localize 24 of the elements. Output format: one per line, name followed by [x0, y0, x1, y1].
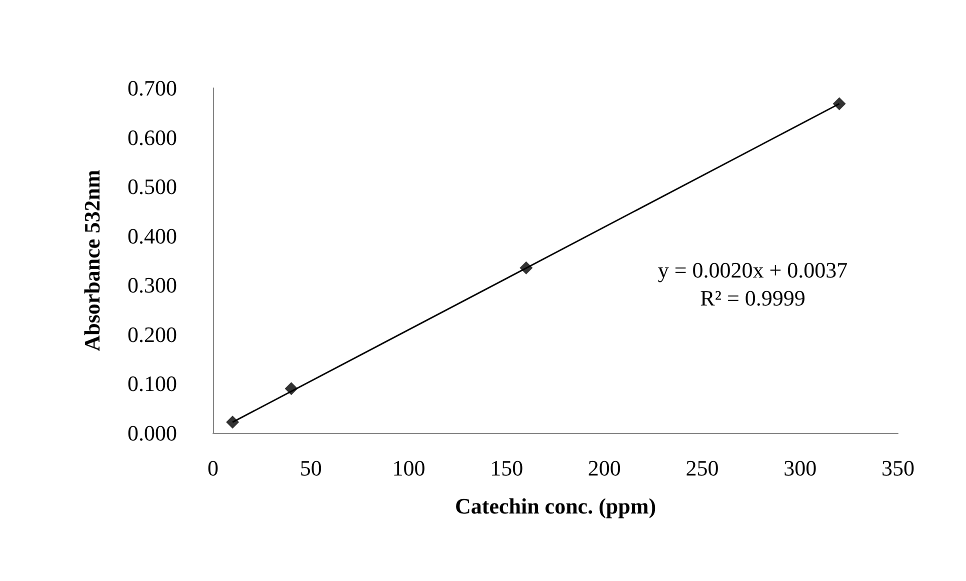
- x-tick-label: 100: [392, 456, 426, 480]
- x-tick-label: 350: [882, 456, 914, 480]
- annotation: R² = 0.9999: [700, 286, 806, 310]
- y-tick-label: 0.700: [128, 76, 177, 100]
- x-tick-label: 50: [300, 456, 322, 480]
- annotation: y = 0.0020x + 0.0037: [658, 258, 848, 282]
- x-tick-label: 200: [588, 456, 621, 480]
- y-tick-label: 0.400: [128, 223, 177, 248]
- point: [520, 261, 533, 274]
- x-axis-title: Catechin conc. (ppm): [454, 494, 656, 518]
- y-tick-label: 0.100: [128, 371, 177, 396]
- y-tick-label: 0.000: [128, 420, 177, 446]
- x-tick-label: 300: [784, 456, 817, 480]
- y-tick-label: 0.600: [128, 124, 177, 150]
- y-axis-title: Absorbance 532nm: [80, 170, 104, 352]
- point: [226, 416, 240, 429]
- y-tick-label: 0.200: [128, 322, 177, 347]
- point: [284, 382, 298, 396]
- y-tick-label: 0.500: [128, 174, 177, 200]
- y-tick-label: 0.300: [128, 272, 177, 298]
- x-tick-label: 150: [490, 456, 524, 480]
- x-tick-label: 0: [208, 456, 218, 480]
- x-tick-label: 250: [686, 456, 719, 480]
- point: [832, 97, 846, 110]
